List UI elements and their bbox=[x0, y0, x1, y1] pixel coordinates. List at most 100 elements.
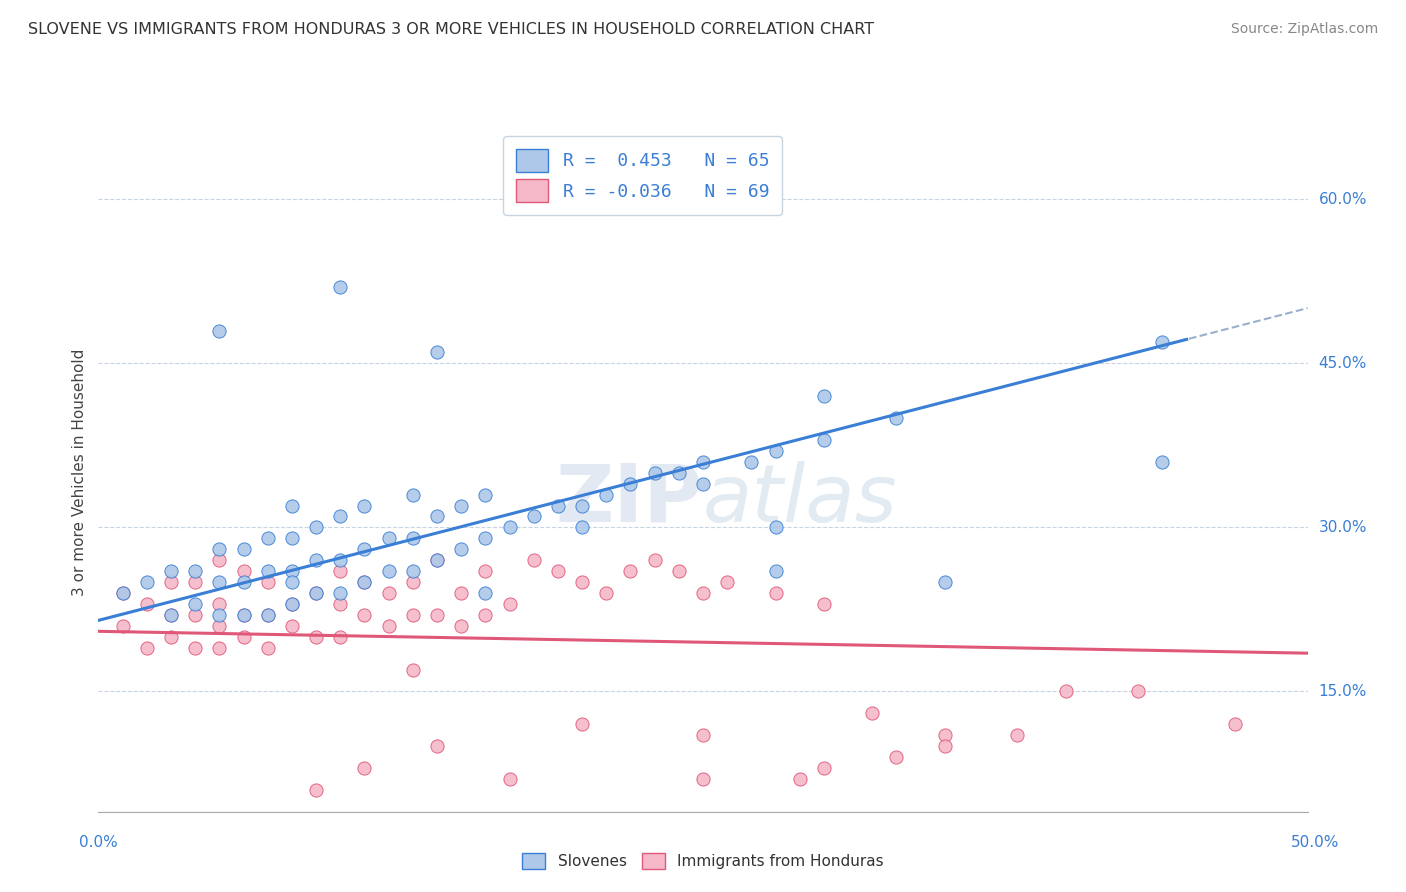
Point bbox=[498, 772, 520, 786]
Point bbox=[184, 640, 207, 655]
Point bbox=[474, 488, 496, 502]
Point bbox=[426, 739, 449, 753]
Point bbox=[256, 564, 278, 578]
Text: 60.0%: 60.0% bbox=[1319, 192, 1367, 207]
Point bbox=[353, 499, 375, 513]
Point bbox=[256, 575, 278, 590]
Point bbox=[813, 433, 835, 447]
Point bbox=[523, 509, 546, 524]
Point bbox=[402, 564, 425, 578]
Point bbox=[1152, 455, 1174, 469]
Point bbox=[329, 586, 352, 600]
Point bbox=[426, 509, 449, 524]
Point bbox=[232, 630, 254, 644]
Point bbox=[426, 345, 449, 359]
Point bbox=[281, 597, 304, 611]
Point bbox=[208, 607, 231, 622]
Point bbox=[765, 564, 787, 578]
Point bbox=[353, 575, 375, 590]
Point bbox=[692, 772, 714, 786]
Point bbox=[547, 564, 569, 578]
Point bbox=[402, 663, 425, 677]
Point bbox=[426, 607, 449, 622]
Point bbox=[668, 466, 690, 480]
Point bbox=[765, 586, 787, 600]
Point bbox=[111, 619, 134, 633]
Point bbox=[184, 597, 207, 611]
Point bbox=[595, 488, 617, 502]
Point bbox=[281, 564, 304, 578]
Point bbox=[1128, 684, 1150, 698]
Point bbox=[208, 619, 231, 633]
Point bbox=[305, 553, 328, 567]
Point bbox=[184, 607, 207, 622]
Point bbox=[813, 389, 835, 403]
Point bbox=[402, 607, 425, 622]
Point bbox=[934, 728, 956, 742]
Point bbox=[160, 564, 183, 578]
Point bbox=[160, 630, 183, 644]
Point bbox=[160, 575, 183, 590]
Text: 0.0%: 0.0% bbox=[79, 836, 118, 850]
Point bbox=[474, 532, 496, 546]
Point bbox=[232, 575, 254, 590]
Point bbox=[256, 532, 278, 546]
Point bbox=[281, 532, 304, 546]
Point bbox=[111, 586, 134, 600]
Point bbox=[426, 553, 449, 567]
Point bbox=[135, 640, 157, 655]
Point bbox=[619, 476, 641, 491]
Point bbox=[474, 586, 496, 600]
Point bbox=[377, 564, 399, 578]
Legend: R =  0.453   N = 65, R = -0.036   N = 69: R = 0.453 N = 65, R = -0.036 N = 69 bbox=[503, 136, 782, 215]
Point bbox=[644, 466, 666, 480]
Point bbox=[402, 575, 425, 590]
Point bbox=[692, 586, 714, 600]
Point bbox=[426, 553, 449, 567]
Point bbox=[450, 586, 472, 600]
Point bbox=[353, 542, 375, 557]
Point bbox=[377, 532, 399, 546]
Point bbox=[329, 280, 352, 294]
Point bbox=[208, 324, 231, 338]
Point bbox=[571, 499, 593, 513]
Point bbox=[305, 586, 328, 600]
Point bbox=[160, 607, 183, 622]
Point bbox=[208, 640, 231, 655]
Point bbox=[135, 597, 157, 611]
Point bbox=[208, 597, 231, 611]
Point bbox=[184, 575, 207, 590]
Point bbox=[886, 750, 908, 764]
Point bbox=[740, 455, 762, 469]
Point bbox=[450, 499, 472, 513]
Point bbox=[644, 553, 666, 567]
Point bbox=[692, 476, 714, 491]
Point bbox=[765, 443, 787, 458]
Point bbox=[329, 630, 352, 644]
Point bbox=[305, 520, 328, 534]
Point bbox=[111, 586, 134, 600]
Point bbox=[208, 542, 231, 557]
Text: SLOVENE VS IMMIGRANTS FROM HONDURAS 3 OR MORE VEHICLES IN HOUSEHOLD CORRELATION : SLOVENE VS IMMIGRANTS FROM HONDURAS 3 OR… bbox=[28, 22, 875, 37]
Point bbox=[184, 564, 207, 578]
Point bbox=[886, 411, 908, 425]
Point bbox=[329, 597, 352, 611]
Point bbox=[232, 607, 254, 622]
Text: atlas: atlas bbox=[703, 461, 898, 539]
Text: Source: ZipAtlas.com: Source: ZipAtlas.com bbox=[1230, 22, 1378, 37]
Point bbox=[474, 607, 496, 622]
Point bbox=[595, 586, 617, 600]
Point bbox=[498, 520, 520, 534]
Point bbox=[571, 717, 593, 731]
Point bbox=[571, 520, 593, 534]
Point bbox=[329, 553, 352, 567]
Point bbox=[813, 761, 835, 775]
Point bbox=[208, 553, 231, 567]
Point bbox=[1007, 728, 1029, 742]
Point bbox=[523, 553, 546, 567]
Text: 15.0%: 15.0% bbox=[1319, 684, 1367, 699]
Text: ZIP: ZIP bbox=[555, 461, 703, 539]
Point bbox=[668, 564, 690, 578]
Point bbox=[402, 532, 425, 546]
Point bbox=[232, 542, 254, 557]
